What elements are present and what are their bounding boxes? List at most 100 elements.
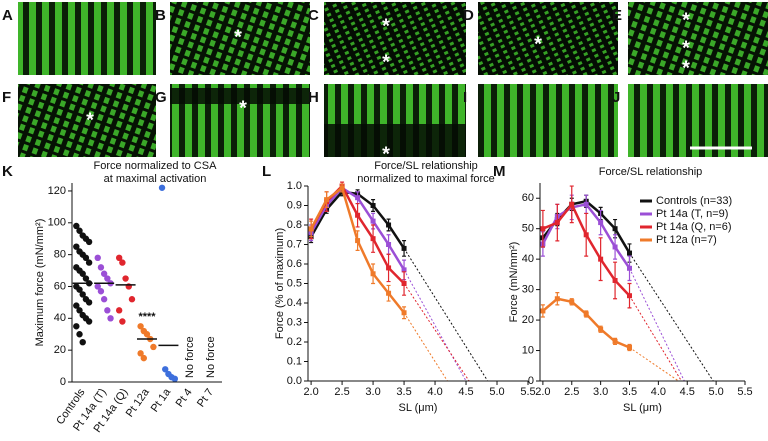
x-tick-label: 2.5 [334, 386, 349, 398]
marker [627, 265, 633, 271]
x-tick-label: 3.5 [396, 386, 411, 398]
panel-label: G [155, 89, 167, 106]
marker [386, 290, 392, 296]
x-tick-label: Pt 7 [195, 387, 216, 410]
panel-label: B [155, 7, 166, 24]
dot [97, 264, 105, 271]
dot [73, 243, 80, 250]
extrapolation [403, 269, 467, 382]
marker [386, 242, 392, 247]
chart-title: normalized to maximal force [357, 173, 495, 185]
dark-region [170, 88, 310, 104]
dot [140, 354, 147, 362]
legend-label: Pt 14a (Q, n=6) [656, 221, 732, 233]
marker [370, 218, 376, 224]
micrographs [18, 2, 768, 157]
dot [82, 254, 90, 262]
dot [76, 331, 83, 338]
y-tick-label: 10 [522, 344, 534, 356]
y-tick-label: 20 [54, 344, 66, 356]
marker [583, 201, 589, 207]
dot [76, 307, 83, 314]
y-tick-label: 1.0 [287, 180, 302, 192]
marker [401, 310, 407, 316]
y-tick-label: 80 [54, 249, 66, 261]
dot [143, 331, 151, 338]
panel-label: L [262, 163, 271, 180]
y-tick-label: 0.2 [287, 336, 302, 348]
micrograph [478, 84, 618, 157]
y-tick-label: 30 [522, 284, 534, 296]
panel-label: I [463, 89, 467, 106]
micrograph [324, 2, 466, 75]
asterisk: * [534, 33, 542, 55]
micrograph [18, 84, 156, 157]
x-tick-label: 4.5 [458, 386, 473, 398]
extrapolation [629, 295, 682, 382]
panel-label: H [308, 89, 319, 106]
marker [569, 299, 575, 305]
marker [355, 195, 361, 201]
panel-label: E [612, 7, 622, 24]
micrograph [170, 2, 310, 75]
marker [401, 267, 407, 273]
y-tick-label: 0 [60, 376, 66, 388]
panel-label: A [2, 7, 13, 24]
dot [100, 270, 108, 277]
dot [94, 283, 101, 290]
y-tick-label: 60 [522, 192, 534, 204]
marker [370, 203, 376, 208]
dot [107, 315, 114, 322]
extrapolation [403, 283, 470, 382]
y-tick-label: 0.3 [287, 316, 302, 328]
y-axis-label: Force (mN/mm²) [508, 242, 520, 323]
x-tick-label: 2.0 [303, 386, 318, 398]
marker [401, 281, 407, 286]
micrograph [628, 2, 768, 75]
dot [85, 318, 93, 325]
x-tick-label: 4.0 [651, 386, 666, 398]
x-tick-label: Pt 12a [124, 386, 153, 420]
micrograph [18, 2, 156, 75]
marker [569, 201, 575, 207]
micrograph [478, 2, 618, 75]
marker [386, 222, 392, 228]
dot [104, 275, 111, 282]
dot [115, 307, 123, 314]
x-tick-label: 4.5 [680, 386, 695, 398]
dot [128, 296, 136, 303]
marker [554, 220, 560, 226]
marker [612, 338, 618, 344]
y-axis-label: Force (% of maximum) [274, 228, 286, 339]
extrapolation [403, 312, 448, 382]
micrograph [628, 84, 768, 157]
y-tick-label: 60 [54, 280, 66, 292]
dot [158, 184, 166, 191]
marker [401, 245, 407, 251]
asterisk: * [382, 51, 390, 73]
x-tick-label: 5.5 [520, 386, 535, 398]
x-tick-label: 5.5 [737, 386, 752, 398]
legend-label: Pt 14a (T, n=9) [656, 208, 728, 220]
annotation: No force [205, 336, 217, 378]
dot [85, 238, 93, 246]
asterisk: * [234, 26, 242, 48]
legend-label: Pt 12a (n=7) [656, 234, 717, 246]
y-tick-label: 0.6 [287, 258, 302, 270]
panel-label: C [308, 7, 319, 24]
dot [79, 291, 86, 298]
y-tick-label: 0 [528, 375, 534, 387]
dot [73, 302, 80, 309]
marker [339, 185, 345, 191]
x-tick-label: 5.0 [708, 386, 723, 398]
x-tick-label: 4.0 [427, 386, 442, 398]
y-tick-label: 50 [522, 223, 534, 235]
panel-label: F [2, 89, 11, 106]
y-tick-label: 0.1 [287, 355, 302, 367]
y-tick-label: 40 [522, 253, 534, 265]
dot [119, 259, 126, 266]
extrapolation [629, 268, 685, 382]
marker [308, 226, 314, 232]
marker [324, 197, 330, 203]
panel-label: M [493, 163, 506, 180]
